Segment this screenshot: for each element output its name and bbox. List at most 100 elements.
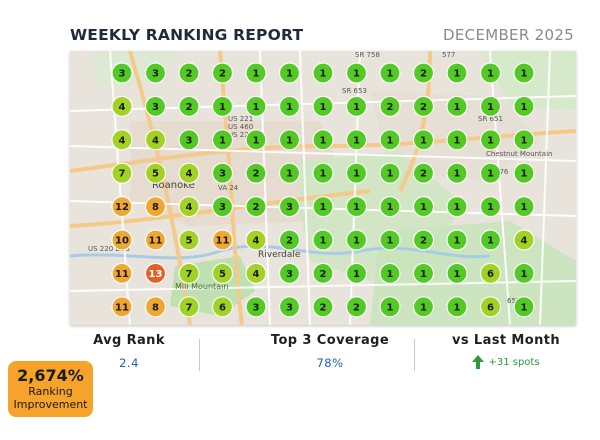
rank-marker[interactable]: 5 — [178, 229, 200, 251]
rank-marker[interactable]: 5 — [211, 262, 234, 284]
rank-marker[interactable]: 1 — [379, 262, 401, 284]
rank-marker[interactable]: 1 — [446, 262, 468, 284]
rank-marker[interactable]: 1 — [312, 196, 334, 218]
rank-marker[interactable]: 2 — [412, 95, 435, 118]
rank-marker[interactable]: 1 — [345, 129, 368, 151]
rank-marker[interactable]: 10 — [111, 229, 133, 251]
rank-marker[interactable]: 1 — [312, 129, 334, 151]
rank-marker[interactable]: 1 — [479, 229, 502, 251]
rank-marker[interactable]: 1 — [345, 262, 368, 284]
rank-marker[interactable]: 1 — [379, 296, 401, 318]
rank-marker[interactable]: 1 — [379, 129, 401, 151]
rank-marker[interactable]: 3 — [245, 296, 267, 318]
rank-marker[interactable]: 4 — [111, 95, 133, 118]
rank-marker[interactable]: 1 — [479, 129, 502, 151]
rank-marker[interactable]: 6 — [211, 296, 234, 318]
rank-marker[interactable]: 1 — [446, 162, 468, 184]
rank-marker[interactable]: 1 — [211, 129, 234, 151]
rank-marker[interactable]: 1 — [446, 62, 468, 84]
rank-marker[interactable]: 1 — [245, 62, 267, 84]
rank-marker[interactable]: 1 — [379, 196, 401, 218]
rank-marker[interactable]: 6 — [479, 262, 502, 284]
rank-marker[interactable]: 1 — [412, 196, 435, 218]
rank-marker[interactable]: 1 — [513, 129, 535, 151]
rank-marker[interactable]: 2 — [412, 229, 435, 251]
rank-marker[interactable]: 1 — [278, 62, 301, 84]
rank-marker[interactable]: 3 — [211, 162, 234, 184]
rank-marker[interactable]: 2 — [278, 229, 301, 251]
rank-marker[interactable]: 4 — [245, 262, 267, 284]
rank-marker[interactable]: 1 — [379, 162, 401, 184]
rank-marker[interactable]: 1 — [345, 229, 368, 251]
rank-marker[interactable]: 3 — [211, 196, 234, 218]
rank-marker[interactable]: 1 — [278, 162, 301, 184]
rank-marker[interactable]: 1 — [513, 296, 535, 318]
rank-marker[interactable]: 7 — [178, 296, 200, 318]
rank-marker[interactable]: 1 — [312, 229, 334, 251]
rank-marker[interactable]: 1 — [312, 62, 334, 84]
rank-marker[interactable]: 1 — [345, 162, 368, 184]
rank-marker[interactable]: 2 — [178, 95, 200, 118]
rank-marker[interactable]: 2 — [412, 62, 435, 84]
ranking-map[interactable]: Roanoke Riverdale Mill Mountain SR 758 S… — [70, 51, 576, 325]
rank-marker[interactable]: 1 — [379, 229, 401, 251]
rank-marker[interactable]: 1 — [345, 95, 368, 118]
rank-marker[interactable]: 1 — [312, 95, 334, 118]
rank-marker[interactable]: 3 — [278, 262, 301, 284]
rank-marker[interactable]: 1 — [513, 196, 535, 218]
rank-marker[interactable]: 3 — [111, 62, 133, 84]
rank-marker[interactable]: 1 — [245, 95, 267, 118]
rank-marker[interactable]: 1 — [412, 129, 435, 151]
rank-marker[interactable]: 3 — [144, 62, 167, 84]
rank-marker[interactable]: 4 — [178, 196, 200, 218]
rank-marker[interactable]: 1 — [479, 95, 502, 118]
rank-marker[interactable]: 12 — [111, 196, 133, 218]
rank-marker[interactable]: 1 — [479, 162, 502, 184]
rank-marker[interactable]: 1 — [513, 262, 535, 284]
rank-marker[interactable]: 1 — [278, 95, 301, 118]
rank-marker[interactable]: 4 — [178, 162, 200, 184]
rank-marker[interactable]: 8 — [144, 196, 167, 218]
rank-marker[interactable]: 1 — [446, 129, 468, 151]
rank-marker[interactable]: 8 — [144, 296, 167, 318]
rank-marker[interactable]: 1 — [513, 62, 535, 84]
rank-marker[interactable]: 7 — [111, 162, 133, 184]
rank-marker[interactable]: 1 — [479, 62, 502, 84]
rank-marker[interactable]: 3 — [144, 95, 167, 118]
rank-marker[interactable]: 1 — [446, 196, 468, 218]
rank-marker[interactable]: 3 — [278, 196, 301, 218]
rank-marker[interactable]: 1 — [412, 296, 435, 318]
rank-marker[interactable]: 1 — [345, 196, 368, 218]
rank-marker[interactable]: 2 — [379, 95, 401, 118]
rank-marker[interactable]: 2 — [312, 262, 334, 284]
rank-marker[interactable]: 1 — [412, 262, 435, 284]
rank-marker[interactable]: 11 — [211, 229, 234, 251]
rank-marker[interactable]: 11 — [111, 262, 133, 284]
rank-marker[interactable]: 2 — [312, 296, 334, 318]
rank-marker[interactable]: 1 — [513, 95, 535, 118]
rank-marker[interactable]: 1 — [245, 129, 267, 151]
rank-marker[interactable]: 1 — [211, 95, 234, 118]
rank-marker[interactable]: 1 — [312, 162, 334, 184]
rank-marker[interactable]: 1 — [345, 62, 368, 84]
rank-marker[interactable]: 4 — [245, 229, 267, 251]
rank-marker[interactable]: 2 — [412, 162, 435, 184]
rank-marker[interactable]: 11 — [144, 229, 167, 251]
rank-marker[interactable]: 6 — [479, 296, 502, 318]
rank-marker[interactable]: 4 — [144, 129, 167, 151]
rank-marker[interactable]: 3 — [278, 296, 301, 318]
rank-marker[interactable]: 5 — [144, 162, 167, 184]
rank-marker[interactable]: 4 — [513, 229, 535, 251]
rank-marker[interactable]: 1 — [513, 162, 535, 184]
rank-marker[interactable]: 1 — [446, 95, 468, 118]
rank-marker[interactable]: 1 — [446, 296, 468, 318]
rank-marker[interactable]: 2 — [345, 296, 368, 318]
rank-marker[interactable]: 2 — [211, 62, 234, 84]
rank-marker[interactable]: 1 — [278, 129, 301, 151]
rank-marker[interactable]: 2 — [245, 162, 267, 184]
rank-marker[interactable]: 4 — [111, 129, 133, 151]
rank-marker[interactable]: 2 — [245, 196, 267, 218]
rank-marker[interactable]: 13 — [144, 262, 167, 284]
rank-marker[interactable]: 7 — [178, 262, 200, 284]
rank-marker[interactable]: 3 — [178, 129, 200, 151]
